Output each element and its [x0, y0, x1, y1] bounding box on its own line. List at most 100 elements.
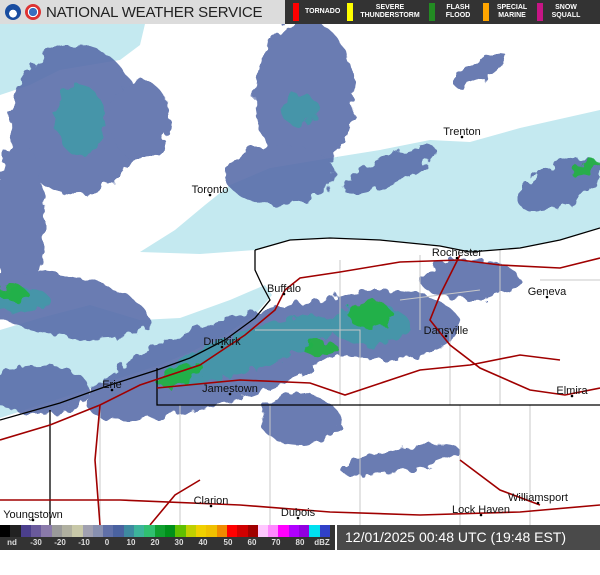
scale-swatch: [319, 525, 330, 537]
city-label: Toronto: [192, 184, 229, 196]
warning-label: SNOW SQUALL: [551, 4, 581, 19]
city-dot: [110, 388, 114, 392]
city-dot: [209, 504, 213, 508]
header: NATIONAL WEATHER SERVICE TORNADO SEVERE T…: [0, 0, 600, 24]
warning-swatch: [347, 3, 353, 21]
city-label: Trenton: [443, 126, 481, 138]
city-dot: [479, 513, 483, 517]
scale-swatch: [0, 525, 11, 537]
city-labels: Toronto Trenton Rochester Buffalo Geneva Dans…: [3, 126, 588, 522]
scale-swatch: [41, 525, 52, 537]
station-id: KBUF: [350, 554, 388, 570]
city-dot: [282, 292, 286, 296]
scale-swatch: [195, 525, 207, 537]
city-dot: [296, 516, 300, 520]
city-label: Jamestown: [202, 383, 258, 395]
scale-swatch: [206, 525, 217, 537]
brand: NATIONAL WEATHER SERVICE: [0, 0, 263, 24]
scale-swatch: [10, 525, 21, 537]
scale-labels: nd -30 -20 -10 0 10 20 30 40 50 60 70 80 dBZ: [0, 537, 335, 550]
reflectivity-legend: nd -30 -20 -10 0 10 20 30 40 50 60 70 80 dBZ: [0, 525, 335, 550]
warning-item: SNOW SQUALL: [537, 0, 583, 24]
scale-label: 60: [247, 538, 257, 547]
city-dot: [460, 135, 464, 139]
scale-label: nd: [7, 538, 17, 547]
warning-label: SEVERE THUNDERSTORM: [360, 4, 420, 19]
scale-swatch: [247, 525, 258, 537]
city-label: Clarion: [194, 495, 229, 507]
warning-legend: TORNADO SEVERE THUNDERSTORM FLASH FLOOD SPE…: [285, 0, 600, 24]
scale-swatch: [216, 525, 227, 537]
scale-swatch: [123, 525, 135, 537]
warning-label: SPECIAL MARINE: [496, 4, 528, 19]
scale-swatch: [175, 525, 186, 537]
scale-swatch: [185, 525, 196, 537]
scale-swatch: [257, 525, 269, 537]
warning-swatch: [429, 3, 435, 21]
city-label: Dubois: [281, 507, 316, 519]
scale-label: dBZ: [314, 538, 330, 547]
scale-swatch: [61, 525, 73, 537]
city-label: Williamsport: [508, 492, 568, 504]
city-dot: [570, 394, 574, 398]
city-label: Elmira: [556, 385, 588, 397]
warning-label: FLASH FLOOD: [445, 4, 471, 19]
scale-swatch: [72, 525, 83, 537]
scale-swatch: [278, 525, 289, 537]
scale-swatch: [92, 525, 104, 537]
scale-swatch: [237, 525, 248, 537]
scale-label: -10: [78, 538, 90, 547]
state-borders: [0, 227, 600, 525]
scale-label: 20: [150, 538, 160, 547]
warning-swatch: [537, 3, 543, 21]
timestamp-bar: 12/01/2025 00:48 UTC (19:48 EST) KBUF: [337, 525, 600, 570]
scale-label: 50: [223, 538, 233, 547]
scale-label: 70: [271, 538, 281, 547]
radar-map[interactable]: Toronto Trenton Rochester Buffalo Geneva Dans…: [0, 24, 600, 525]
warning-label: TORNADO: [305, 8, 341, 15]
scale-swatch: [82, 525, 93, 537]
scale-swatch: [51, 525, 62, 537]
scale-label: 40: [198, 538, 208, 547]
city-dot: [208, 193, 212, 197]
scale-swatch: [134, 525, 145, 537]
scale-swatch: [299, 525, 310, 537]
scale-label: -20: [54, 538, 66, 547]
city-dot: [220, 345, 224, 349]
scale-swatch: [288, 525, 300, 537]
city-label: Dansville: [424, 325, 469, 337]
city-label: Lock Haven: [452, 504, 510, 516]
city-label: Erie: [102, 379, 122, 391]
county-lines: [99, 250, 600, 525]
scale-swatch: [103, 525, 114, 537]
app-title: NATIONAL WEATHER SERVICE: [46, 3, 263, 21]
scale-label: -30: [30, 538, 42, 547]
scale-label: 10: [126, 538, 136, 547]
city-label: Dunkirk: [203, 336, 241, 348]
nws-logo: [25, 4, 41, 20]
scale-swatch: [165, 525, 176, 537]
city-dot: [455, 256, 459, 260]
scale-label: 0: [104, 538, 110, 547]
warning-swatch: [483, 3, 489, 21]
city-dot: [228, 392, 232, 396]
city-label: Youngstown: [3, 509, 63, 521]
scale-swatch: [268, 525, 279, 537]
highways: [0, 254, 600, 525]
warning-item: SEVERE THUNDERSTORM: [347, 0, 421, 24]
scale-label: 80: [295, 538, 305, 547]
color-scale-bar: [0, 525, 330, 537]
noaa-logo: [5, 4, 21, 20]
city-dot: [536, 501, 540, 505]
scale-label: 30: [174, 538, 184, 547]
city-label: Rochester: [432, 247, 482, 259]
warning-swatch: [293, 3, 299, 21]
scale-swatch: [30, 525, 42, 537]
warning-item: TORNADO: [293, 0, 341, 24]
scale-swatch: [144, 525, 155, 537]
scale-swatch: [226, 525, 238, 537]
city-label: Geneva: [528, 286, 567, 298]
timestamp: 12/01/2025 00:48 UTC (19:48 EST): [345, 529, 567, 545]
scale-swatch: [309, 525, 320, 537]
city-dot: [444, 334, 448, 338]
